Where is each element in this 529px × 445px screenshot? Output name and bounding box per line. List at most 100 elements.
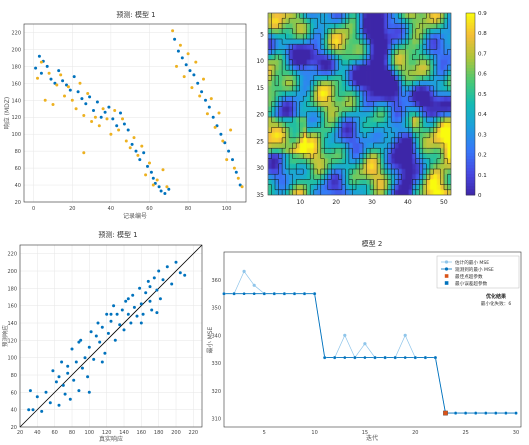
y-tick-label: 200 bbox=[7, 269, 17, 275]
heatmap-cell bbox=[289, 85, 294, 92]
y-axis-label: 最小 MSE bbox=[206, 326, 214, 353]
scatter-point bbox=[54, 380, 58, 384]
colorbar-segment bbox=[466, 73, 475, 78]
heatmap-cell bbox=[306, 54, 311, 61]
heatmap-cell bbox=[285, 85, 290, 92]
heatmap-cell bbox=[278, 179, 283, 185]
heatmap-cell bbox=[355, 18, 360, 24]
heatmap-cell bbox=[355, 75, 360, 81]
heatmap-cell bbox=[436, 148, 441, 154]
scatter-point bbox=[115, 124, 119, 128]
scatter-point bbox=[96, 321, 100, 325]
colorbar-tick-label: 0.2 bbox=[478, 153, 487, 159]
heatmap-cell bbox=[313, 23, 318, 29]
heatmap-cell bbox=[415, 59, 420, 66]
heatmap-cell bbox=[384, 39, 389, 45]
heatmap-cell bbox=[306, 65, 311, 71]
heatmap-cell bbox=[377, 91, 382, 97]
heatmap-cell bbox=[282, 153, 286, 159]
heatmap-cell bbox=[415, 122, 420, 128]
heatmap-cell bbox=[398, 28, 403, 35]
heatmap-cell bbox=[433, 65, 438, 71]
heatmap-cell bbox=[278, 122, 283, 128]
heatmap-cell bbox=[401, 13, 406, 19]
heatmap-cell bbox=[419, 70, 424, 76]
heatmap-cell bbox=[355, 49, 360, 55]
heatmap-cell bbox=[359, 91, 364, 97]
heatmap-cell bbox=[359, 44, 364, 50]
heatmap-cell bbox=[327, 117, 332, 123]
heatmap-cell bbox=[394, 189, 399, 195]
heatmap-cell bbox=[320, 59, 325, 66]
heatmap-cell bbox=[429, 132, 434, 139]
heatmap-cell bbox=[299, 189, 304, 195]
heatmap-cell bbox=[348, 70, 353, 76]
heatmap-cell bbox=[359, 65, 364, 71]
heatmap-cell bbox=[327, 174, 332, 180]
heatmap-cell bbox=[303, 70, 308, 76]
heatmap-cell bbox=[366, 189, 371, 195]
heatmap-cell bbox=[299, 28, 304, 35]
heatmap-cell bbox=[271, 59, 276, 66]
heatmap-cell bbox=[306, 28, 311, 35]
scatter-point bbox=[223, 141, 227, 145]
heatmap-cell bbox=[278, 148, 283, 154]
heatmap-cell bbox=[275, 158, 279, 165]
heatmap-cell bbox=[440, 23, 445, 29]
heatmap-cell bbox=[380, 49, 385, 55]
heatmap-cell bbox=[313, 163, 318, 170]
heatmap-cell bbox=[268, 132, 272, 139]
series-point bbox=[323, 356, 327, 359]
series-point bbox=[283, 292, 286, 296]
scatter-point bbox=[100, 360, 104, 364]
heatmap-cell bbox=[373, 75, 378, 81]
heatmap-cell bbox=[440, 179, 445, 185]
heatmap-cell bbox=[370, 33, 374, 40]
heatmap-cell bbox=[341, 179, 346, 185]
heatmap-cell bbox=[299, 70, 304, 76]
heatmap-cell bbox=[415, 65, 420, 71]
heatmap-cell bbox=[331, 65, 336, 71]
heatmap-cell bbox=[415, 49, 420, 55]
heatmap-cell bbox=[436, 169, 441, 175]
heatmap-cell bbox=[306, 174, 311, 180]
heatmap-cell bbox=[299, 96, 304, 102]
heatmap-cell bbox=[436, 137, 441, 144]
heatmap-cell bbox=[285, 111, 290, 118]
heatmap-cell bbox=[408, 169, 413, 175]
heatmap-cell bbox=[324, 148, 329, 154]
heatmap-cell bbox=[278, 153, 283, 159]
heatmap-cell bbox=[366, 28, 371, 35]
heatmap-cell bbox=[426, 122, 431, 128]
heatmap-cell bbox=[443, 39, 448, 45]
heatmap-cell bbox=[268, 33, 272, 40]
heatmap-cell bbox=[373, 111, 378, 118]
heatmap-cell bbox=[447, 28, 451, 35]
heatmap-cell bbox=[310, 39, 315, 45]
heatmap-cell bbox=[408, 28, 413, 35]
heatmap-cell bbox=[296, 96, 301, 102]
heatmap-cell bbox=[345, 163, 350, 170]
scatter-point bbox=[118, 323, 122, 327]
heatmap-cell bbox=[282, 127, 286, 133]
heatmap-cell bbox=[285, 101, 290, 107]
heatmap-cell bbox=[296, 91, 301, 97]
heatmap-cell bbox=[268, 96, 272, 102]
heatmap-cell bbox=[352, 179, 357, 185]
heatmap-cell bbox=[331, 85, 336, 92]
scatter-point bbox=[70, 98, 74, 102]
heatmap-cell bbox=[313, 132, 318, 139]
heatmap-cell bbox=[377, 127, 382, 133]
heatmap-cell bbox=[398, 169, 403, 175]
heatmap-cell bbox=[285, 28, 290, 35]
heatmap-cell bbox=[327, 158, 332, 165]
heatmap-cell bbox=[443, 13, 448, 19]
heatmap-cell bbox=[440, 148, 445, 154]
heatmap-cell bbox=[320, 44, 325, 50]
heatmap-cell bbox=[366, 59, 371, 66]
heatmap-cell bbox=[387, 33, 392, 40]
heatmap-cell bbox=[275, 65, 279, 71]
heatmap-cell bbox=[363, 75, 367, 81]
heatmap-cell bbox=[306, 23, 311, 29]
heatmap-cell bbox=[352, 122, 357, 128]
